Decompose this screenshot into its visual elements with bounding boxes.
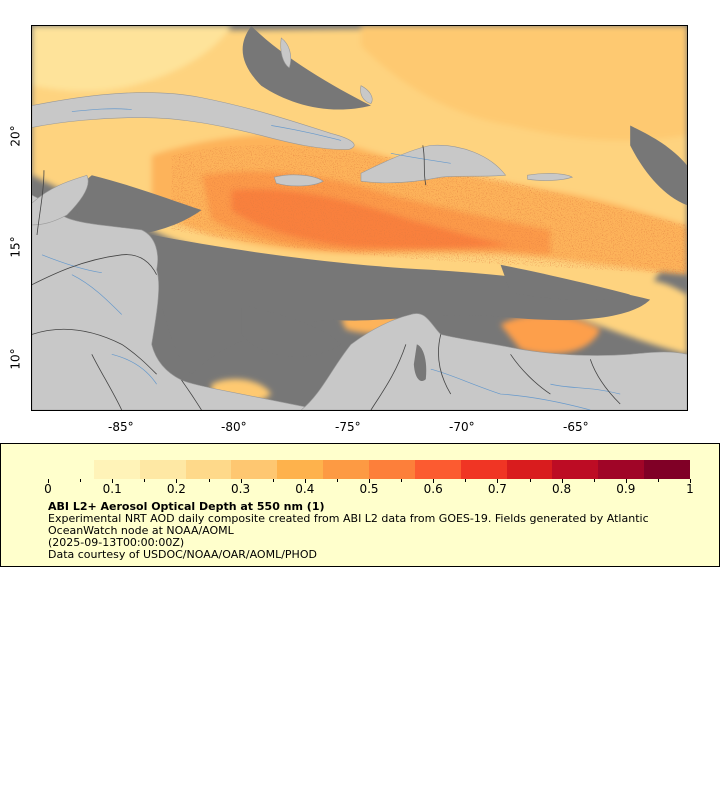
- colorbar-swatch: [185, 460, 232, 479]
- colorbar-tick-mark: [690, 479, 691, 483]
- colorbar-tick-mark: [657, 479, 659, 482]
- land: [32, 37, 687, 410]
- colorbar-label: 0.3: [231, 482, 251, 496]
- colorbar-swatch: [231, 460, 278, 479]
- colorbar-label: 0.8: [552, 482, 572, 496]
- x-tick-label: -85°: [108, 420, 134, 434]
- legend-description: Experimental NRT AOD daily composite cre…: [48, 512, 649, 537]
- colorbar-swatch: [552, 460, 599, 479]
- colorbar-tick-mark: [48, 479, 49, 483]
- colorbar-label: 0.5: [359, 482, 379, 496]
- colorbar-tick-mark: [401, 479, 403, 482]
- y-tick-label: 10°: [8, 348, 23, 370]
- legend-panel: 0 0.1 0.2 0.3 0.4 0.5 0.6 0.7 0.8 0.9 1 ABI L2+ Ae…: [0, 443, 720, 567]
- colorbar-swatch: [48, 460, 94, 479]
- colorbar-label: 0.2: [166, 482, 186, 496]
- colorbar-swatch: [277, 460, 324, 479]
- aod-map[interactable]: [31, 25, 688, 411]
- colorbar-swatch: [369, 460, 415, 479]
- colorbar-tick-mark: [144, 479, 146, 482]
- colorbar-label: 0.4: [295, 482, 315, 496]
- colorbar-tick-mark: [369, 479, 370, 483]
- colorbar-label: 0.6: [423, 482, 443, 496]
- colorbar: [48, 460, 691, 479]
- legend-title: ABI L2+ Aerosol Optical Depth at 550 nm …: [48, 500, 325, 513]
- colorbar-tick-mark: [80, 479, 82, 482]
- colorbar-swatch: [460, 460, 507, 479]
- colorbar-tick-mark: [497, 479, 499, 483]
- borders: [32, 145, 621, 410]
- legend-date: (2025-09-13T00:00:00Z): [48, 536, 185, 549]
- x-tick-label: -65°: [563, 420, 589, 434]
- colorbar-swatch: [93, 460, 140, 479]
- colorbar-tick-mark: [272, 479, 274, 482]
- y-tick-label: 15°: [8, 236, 23, 258]
- colorbar-tick-mark: [304, 479, 306, 483]
- no-data-gaps: [75, 26, 687, 375]
- colorbar-swatch: [598, 460, 645, 479]
- colorbar-label: 1: [686, 482, 694, 496]
- colorbar-tick-mark: [465, 479, 467, 482]
- y-tick-label: 20°: [8, 125, 23, 147]
- colorbar-swatch: [506, 460, 553, 479]
- colorbar-swatch: [414, 460, 461, 479]
- colorbar-swatch: [139, 460, 186, 479]
- colorbar-tick-mark: [240, 479, 242, 483]
- colorbar-tick-mark: [529, 479, 531, 482]
- colorbar-tick-mark: [176, 479, 178, 483]
- colorbar-tick-mark: [112, 479, 114, 483]
- colorbar-label: 0.1: [102, 482, 122, 496]
- legend-credit: Data courtesy of USDOC/NOAA/OAR/AOML/PHO…: [48, 548, 317, 561]
- map-canvas: [32, 26, 687, 410]
- legend-text: ABI L2+ Aerosol Optical Depth at 550 nm …: [48, 501, 698, 561]
- colorbar-label: 0.7: [487, 482, 507, 496]
- colorbar-tick-mark: [561, 479, 563, 483]
- x-tick-label: -80°: [221, 420, 247, 434]
- colorbar-swatch: [644, 460, 691, 479]
- x-tick-label: -75°: [335, 420, 361, 434]
- colorbar-swatch: [323, 460, 370, 479]
- colorbar-label: 0.9: [616, 482, 636, 496]
- colorbar-tick-mark: [336, 479, 338, 482]
- x-tick-label: -70°: [449, 420, 475, 434]
- rivers: [41, 108, 621, 410]
- colorbar-tick-mark: [593, 479, 595, 482]
- colorbar-tick-mark: [208, 479, 210, 482]
- colorbar-tick-mark: [433, 479, 435, 483]
- colorbar-ticks: 0 0.1 0.2 0.3 0.4 0.5 0.6 0.7 0.8 0.9 1: [44, 479, 694, 499]
- colorbar-tick-mark: [625, 479, 627, 483]
- colorbar-label: 0: [44, 482, 52, 496]
